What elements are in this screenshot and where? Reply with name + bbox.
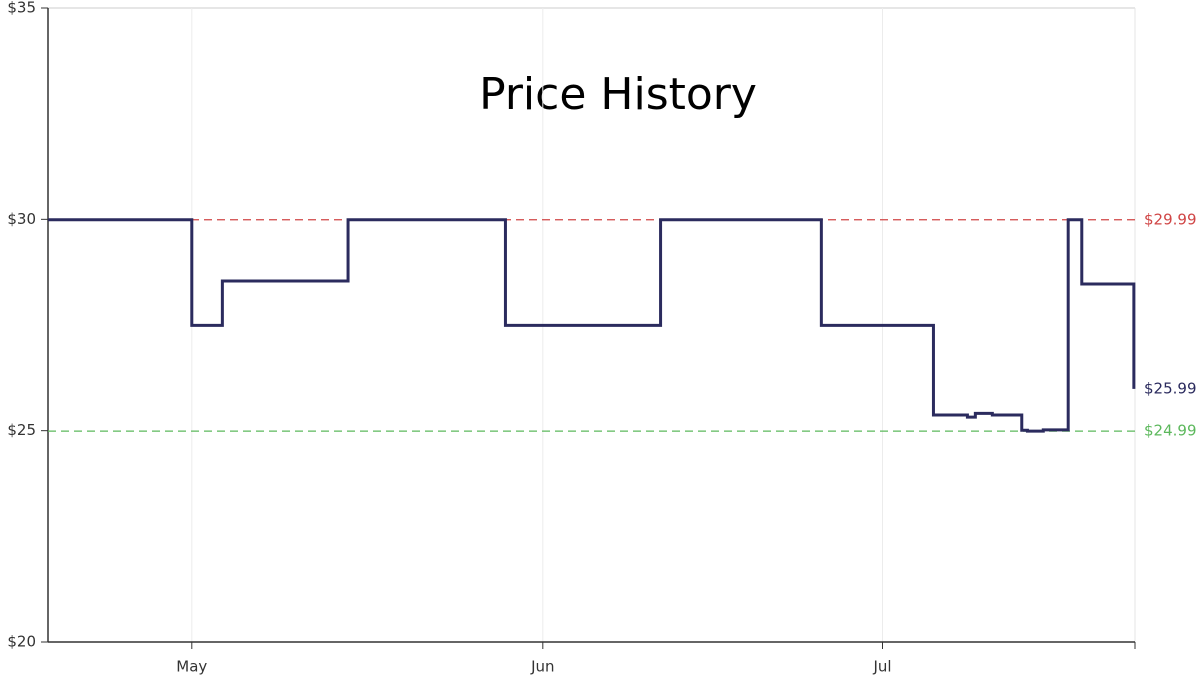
last-price-label: $25.99 [1144,379,1197,397]
reference-label: $24.99 [1144,422,1197,440]
y-tick-label: $35 [7,0,36,17]
reference-label: $29.99 [1144,210,1197,228]
x-tick-label: May [176,658,207,676]
x-tick-label: Jul [872,658,891,676]
y-tick-label: $25 [7,421,36,439]
x-tick-label: Jun [530,658,554,676]
chart-title: Price History [479,69,757,120]
y-tick-label: $30 [7,210,36,228]
price-line [48,218,1136,433]
y-tick-label: $20 [7,633,36,651]
